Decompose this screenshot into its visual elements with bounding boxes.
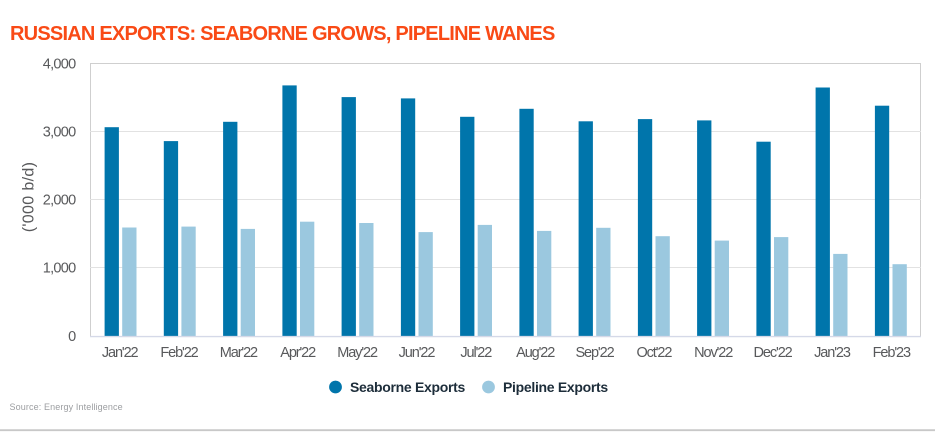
- svg-text:('000 b/d): ('000 b/d): [21, 162, 38, 233]
- svg-text:2,000: 2,000: [43, 193, 76, 209]
- svg-text:Oct'22: Oct'22: [636, 345, 672, 361]
- svg-text:Jan'22: Jan'22: [102, 345, 139, 361]
- svg-text:Feb'23: Feb'23: [873, 345, 911, 361]
- svg-text:Dec'22: Dec'22: [754, 345, 793, 361]
- svg-text:RUSSIAN EXPORTS: SEABORNE GROW: RUSSIAN EXPORTS: SEABORNE GROWS, PIPELIN…: [10, 23, 555, 45]
- svg-text:Mar'22: Mar'22: [220, 345, 258, 361]
- svg-text:Jan'23: Jan'23: [814, 345, 851, 361]
- svg-text:Apr'22: Apr'22: [280, 345, 316, 361]
- svg-text:Jun'22: Jun'22: [399, 345, 436, 361]
- svg-text:Nov'22: Nov'22: [694, 345, 733, 361]
- svg-text:3,000: 3,000: [43, 125, 76, 141]
- svg-text:Source: Energy Intelligence: Source: Energy Intelligence: [10, 402, 123, 412]
- svg-text:Seaborne Exports: Seaborne Exports: [350, 379, 466, 395]
- svg-text:Aug'22: Aug'22: [516, 345, 555, 361]
- svg-text:4,000: 4,000: [43, 57, 76, 73]
- svg-text:Jul'22: Jul'22: [460, 345, 492, 361]
- svg-text:Sep'22: Sep'22: [575, 345, 614, 361]
- svg-text:May'22: May'22: [337, 345, 378, 361]
- svg-text:Pipeline Exports: Pipeline Exports: [503, 379, 608, 395]
- svg-text:1,000: 1,000: [43, 261, 76, 277]
- svg-text:Feb'22: Feb'22: [160, 345, 198, 361]
- svg-text:0: 0: [68, 329, 76, 345]
